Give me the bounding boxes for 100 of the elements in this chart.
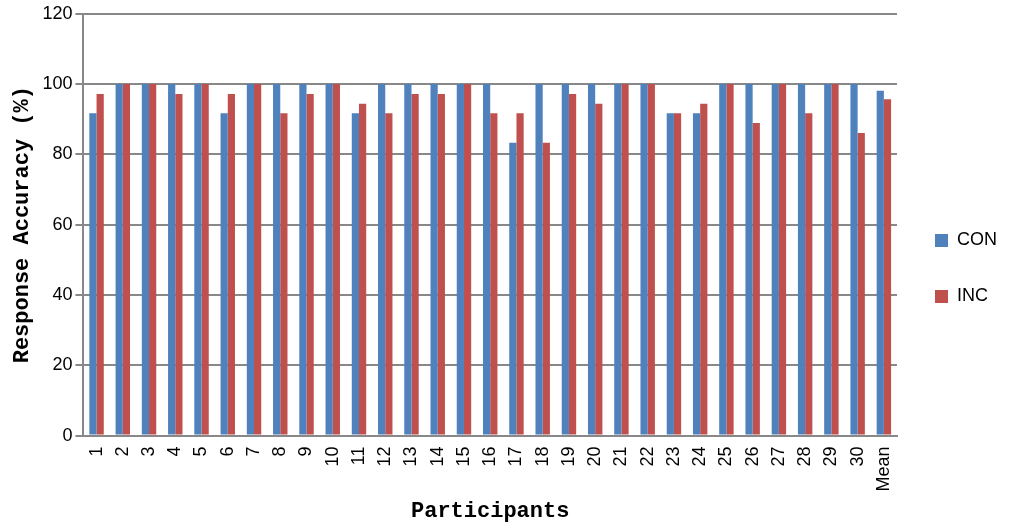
x-tick-label: 2 xyxy=(111,446,132,457)
bar xyxy=(149,84,157,435)
x-tick-label: 20 xyxy=(584,446,605,467)
x-tick-label: 1 xyxy=(85,446,106,457)
x-tick-label: 28 xyxy=(794,446,815,467)
x-tick-label: Mean xyxy=(872,446,893,492)
x-tick-label: 18 xyxy=(531,446,552,467)
x-tick-label: 10 xyxy=(321,446,342,467)
bar xyxy=(141,84,150,435)
bar xyxy=(437,93,445,435)
bar xyxy=(797,84,806,435)
x-tick-label: 22 xyxy=(636,446,657,467)
legend-label: INC xyxy=(957,285,988,306)
bar xyxy=(719,84,727,435)
bar xyxy=(883,99,892,435)
bar xyxy=(647,84,655,435)
bar xyxy=(490,113,498,435)
x-tick-label: 7 xyxy=(242,446,263,457)
x-tick-label: 27 xyxy=(767,446,788,467)
bar xyxy=(850,84,858,435)
bar xyxy=(542,142,550,435)
x-tick-label: 26 xyxy=(741,446,762,467)
x-tick-label: 21 xyxy=(610,446,631,467)
x-tick-label: 19 xyxy=(557,446,578,467)
bar xyxy=(535,84,543,435)
bar xyxy=(483,84,491,435)
x-tick-label: 16 xyxy=(479,446,500,467)
bar xyxy=(201,84,209,435)
bar xyxy=(831,84,839,435)
bar xyxy=(568,93,577,435)
x-tick-label: 11 xyxy=(347,446,368,466)
x-tick-label: 30 xyxy=(846,446,867,467)
bar xyxy=(404,84,412,435)
y-tick-label: 40 xyxy=(52,283,73,304)
x-tick-label: 3 xyxy=(138,446,159,457)
bar xyxy=(359,103,367,435)
bar xyxy=(351,113,359,435)
bar xyxy=(700,103,708,435)
bar xyxy=(666,113,674,435)
legend-label: CON xyxy=(957,229,997,250)
x-tick-label: 17 xyxy=(505,446,526,467)
y-tick-label: 80 xyxy=(52,143,73,164)
x-tick-label: 23 xyxy=(662,446,683,467)
bar xyxy=(752,123,760,435)
bar xyxy=(168,84,176,435)
bar xyxy=(254,84,262,435)
bar xyxy=(805,113,813,435)
bar xyxy=(332,84,340,435)
bar xyxy=(246,84,255,435)
x-tick-label: 13 xyxy=(400,446,421,467)
bar xyxy=(876,90,884,435)
x-tick-label: 24 xyxy=(689,446,710,467)
bar xyxy=(595,103,603,435)
y-tick-label: 20 xyxy=(52,354,73,375)
bar xyxy=(194,84,202,435)
x-tick-label: 15 xyxy=(452,446,473,467)
x-tick-label: 29 xyxy=(820,446,841,467)
y-tick-label: 0 xyxy=(62,424,73,445)
y-tick-label: 100 xyxy=(42,73,73,94)
bar xyxy=(516,113,524,435)
x-tick-label: 6 xyxy=(216,446,237,457)
bar xyxy=(306,93,314,435)
bar xyxy=(561,84,569,435)
bar xyxy=(587,84,596,435)
bar xyxy=(857,132,865,435)
bar xyxy=(824,84,832,435)
bar xyxy=(115,84,123,435)
bar xyxy=(89,113,97,435)
bar xyxy=(280,113,288,435)
x-tick-label: 5 xyxy=(190,446,211,457)
bar xyxy=(430,84,438,435)
bar xyxy=(726,84,734,435)
x-tick-label: 12 xyxy=(374,446,395,467)
bar xyxy=(692,113,701,435)
y-axis-title: Response Accuracy (%) xyxy=(9,86,35,364)
bar xyxy=(771,84,779,435)
bar xyxy=(227,93,235,435)
bar xyxy=(509,142,517,435)
x-axis-title: Participants xyxy=(411,499,570,525)
bar xyxy=(299,84,307,435)
bar xyxy=(411,93,419,435)
bar xyxy=(456,84,464,435)
x-tick-label: 14 xyxy=(426,446,447,467)
bar xyxy=(673,113,682,435)
bar xyxy=(621,84,629,435)
x-tick-label: 8 xyxy=(269,446,290,457)
bar xyxy=(378,84,386,435)
bar xyxy=(122,84,131,435)
bar xyxy=(385,113,393,435)
y-tick-label: 120 xyxy=(42,2,73,23)
bar xyxy=(175,93,183,435)
bar xyxy=(614,84,622,435)
bar xyxy=(220,113,228,435)
bar xyxy=(273,84,281,435)
y-tick-label: 60 xyxy=(52,213,73,234)
bar xyxy=(745,84,753,435)
bar xyxy=(778,84,787,435)
x-tick-label: 25 xyxy=(715,446,736,467)
bar xyxy=(325,84,333,435)
bar xyxy=(463,84,472,435)
